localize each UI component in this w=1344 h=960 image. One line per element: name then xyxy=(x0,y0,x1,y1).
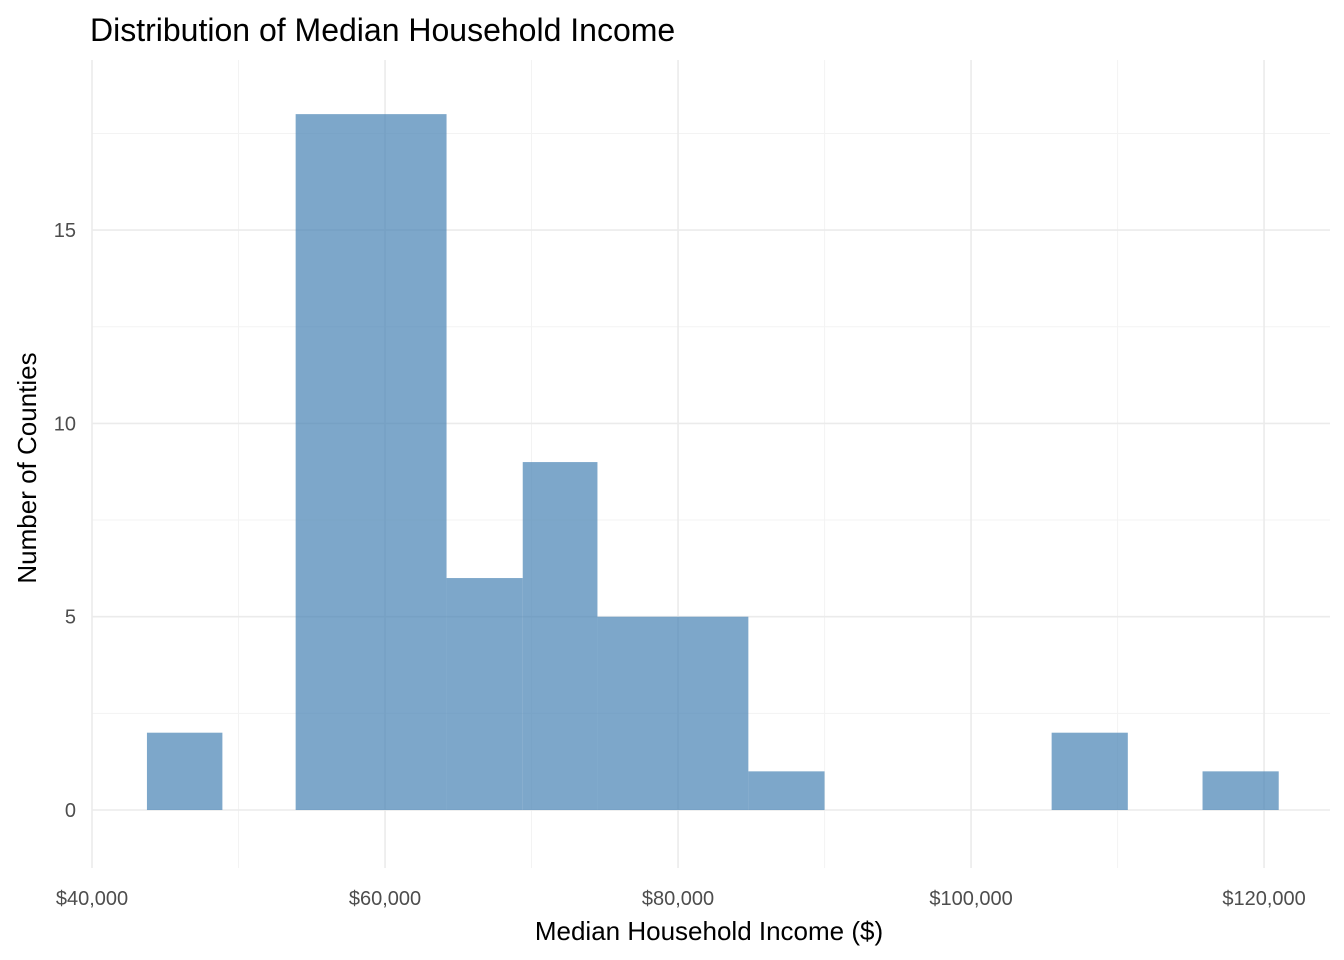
histogram-bar xyxy=(597,616,749,811)
y-tick-label: 15 xyxy=(54,220,76,242)
histogram-bars xyxy=(146,114,1279,811)
y-tick-label: 10 xyxy=(54,413,76,435)
y-axis-label: Number of Counties xyxy=(12,352,42,583)
histogram-bar xyxy=(1202,771,1279,811)
x-tick-label: $40,000 xyxy=(56,888,128,910)
y-tick-label: 0 xyxy=(65,800,76,822)
x-axis-tick-labels: $40,000 $60,000 $80,000 $100,000 $120,000 xyxy=(56,888,1306,910)
chart-title: Distribution of Median Household Income xyxy=(90,12,675,48)
x-tick-label: $100,000 xyxy=(929,888,1012,910)
x-tick-label: $80,000 xyxy=(642,888,714,910)
histogram-bar xyxy=(295,114,447,811)
y-tick-label: 5 xyxy=(65,607,76,629)
x-tick-label: $60,000 xyxy=(349,888,421,910)
histogram-bar xyxy=(748,771,825,811)
x-tick-label: $120,000 xyxy=(1222,888,1305,910)
histogram-bar xyxy=(522,462,598,811)
histogram-bar xyxy=(1051,732,1128,811)
x-axis-label: Median Household Income ($) xyxy=(535,916,883,946)
histogram-bar xyxy=(446,578,523,811)
y-axis-tick-labels: 0 5 10 15 xyxy=(54,220,76,822)
histogram-bar xyxy=(146,732,223,811)
